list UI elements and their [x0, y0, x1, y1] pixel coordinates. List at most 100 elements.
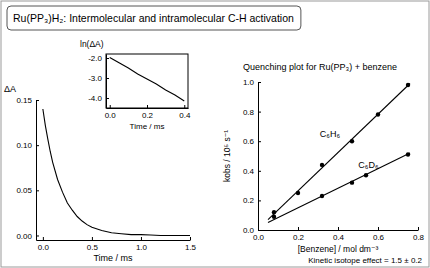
y-axis: 0.00.20.40.60.81.0 — [243, 78, 261, 235]
axis-line — [37, 240, 191, 241]
tick-label: 0.2 — [142, 111, 154, 120]
slide-frame — [1, 1, 429, 267]
y-axis: 0.00 0.05 0.10 0.15 — [16, 96, 39, 240]
tick-mark — [258, 82, 261, 83]
tick: 0.8 — [243, 108, 261, 117]
tick: 0.6 — [373, 227, 385, 242]
tick-mark — [141, 237, 142, 240]
tick: 0.2 — [142, 105, 154, 120]
tick-label: 0.4 — [243, 167, 255, 176]
tick-label: 0.8 — [413, 233, 425, 242]
tick-mark — [106, 58, 109, 59]
data-point — [406, 152, 410, 156]
tick-mark — [338, 227, 339, 230]
tick-mark — [258, 171, 261, 172]
tick-mark — [36, 145, 39, 146]
tick-label: 0.6 — [373, 233, 385, 242]
tick-label: 0.6 — [243, 137, 255, 146]
tick: 0.0 — [38, 237, 50, 252]
tick-label: 0.15 — [16, 96, 32, 105]
tick-mark — [378, 227, 379, 230]
quench-chart: 0.00.20.40.60.81.00.00.20.40.60.8C₆H₆C₆D… — [222, 62, 425, 254]
tick: -4.0 — [88, 94, 109, 103]
data-point — [364, 173, 368, 177]
x-axis-title: Time / ms — [93, 253, 133, 263]
tick: 0.0 — [253, 227, 265, 242]
data-point — [406, 83, 410, 87]
tick-label: 1.5 — [185, 243, 197, 252]
tick-label: 0.0 — [253, 233, 265, 242]
tick: 1.0 — [136, 237, 148, 252]
tick-mark — [36, 190, 39, 191]
y-axis-title: kobs / 10⁵ s⁻¹ — [222, 130, 232, 182]
inset-title: ln(ΔA) — [80, 39, 104, 49]
tick-label: 0.0 — [105, 111, 117, 120]
tick-mark — [106, 98, 109, 99]
tick-label: 0.8 — [243, 108, 255, 117]
x-axis: 0.0 0.5 1.0 1.5 — [37, 237, 197, 252]
tick: 0.8 — [413, 227, 425, 242]
tick-label: 0.4 — [333, 233, 345, 242]
data-point — [320, 194, 324, 198]
tick: -3.0 — [88, 74, 109, 83]
y-axis-title: ΔA — [4, 84, 16, 94]
fit-line — [268, 83, 410, 219]
inset-chart: -2.0 -3.0 -4.00.0 0.2 0.4 ln(ΔA) Time / ms — [80, 39, 191, 131]
data-point — [272, 214, 276, 218]
tick-label: 0.00 — [16, 232, 32, 241]
tick-label: 0.0 — [38, 243, 50, 252]
data-point — [376, 112, 380, 116]
data-point — [272, 210, 276, 214]
tick-mark — [258, 227, 259, 230]
tick-label: 0.2 — [243, 196, 255, 205]
tick-mark — [258, 141, 261, 142]
axis-line — [259, 230, 419, 231]
tick-label: 1.0 — [136, 243, 148, 252]
tick-mark — [106, 78, 109, 79]
footnote: Kinetic isotope effect = 1.5 ± 0.2 — [308, 256, 422, 265]
tick: 0.4 — [179, 105, 191, 120]
tick-mark — [258, 200, 261, 201]
tick: 0.2 — [243, 196, 261, 205]
tick-label: 0.2 — [293, 233, 305, 242]
plot-area — [43, 109, 190, 235]
tick: 0.05 — [16, 186, 39, 195]
tick-mark — [110, 105, 111, 108]
tick: 0.15 — [16, 96, 39, 105]
series-label: C₆D₆ — [358, 160, 379, 170]
decay-chart: 0.00 0.05 0.10 0.15 0.0 0.5 1.0 1.5 ΔA Time / ms — [4, 84, 197, 263]
slide: Ru(PP₃)H₂: Intermolecular and intramolec… — [0, 0, 430, 268]
tick-mark — [298, 227, 299, 230]
tick: 0.4 — [243, 167, 261, 176]
tick-mark — [36, 235, 39, 236]
tick: 0.4 — [333, 227, 345, 242]
x-axis-title: [Benzene] / mol dm⁻³ — [298, 244, 379, 254]
tick-mark — [184, 105, 185, 108]
tick: 0.5 — [87, 237, 99, 252]
fit-line — [268, 153, 410, 223]
tick-mark — [36, 100, 39, 101]
title-box — [7, 6, 301, 30]
axis-line — [107, 108, 189, 109]
tick-label: -3.0 — [88, 74, 102, 83]
series-label: C₆H₆ — [320, 129, 341, 139]
tick-mark — [43, 237, 44, 240]
tick: -2.0 — [88, 54, 109, 63]
tick: 0.6 — [243, 137, 261, 146]
axis-line — [36, 101, 37, 241]
x-axis: 0.0 0.2 0.4 — [105, 105, 191, 120]
tick-label: 0.10 — [16, 141, 32, 150]
axis-line — [106, 55, 107, 109]
y-axis: -2.0 -3.0 -4.0 — [88, 54, 109, 108]
data-point — [350, 180, 354, 184]
data-point — [296, 191, 300, 195]
slide-title: Ru(PP₃)H₂: Intermolecular and intramolec… — [13, 12, 294, 24]
x-axis-title: Time / ms — [130, 122, 165, 131]
tick: 0.2 — [293, 227, 305, 242]
tick: 0.10 — [16, 141, 39, 150]
plot-area — [268, 83, 410, 223]
tick-label: 0.5 — [87, 243, 99, 252]
tick-mark — [190, 237, 191, 240]
tick-mark — [258, 112, 261, 113]
tick-label: -4.0 — [88, 94, 102, 103]
